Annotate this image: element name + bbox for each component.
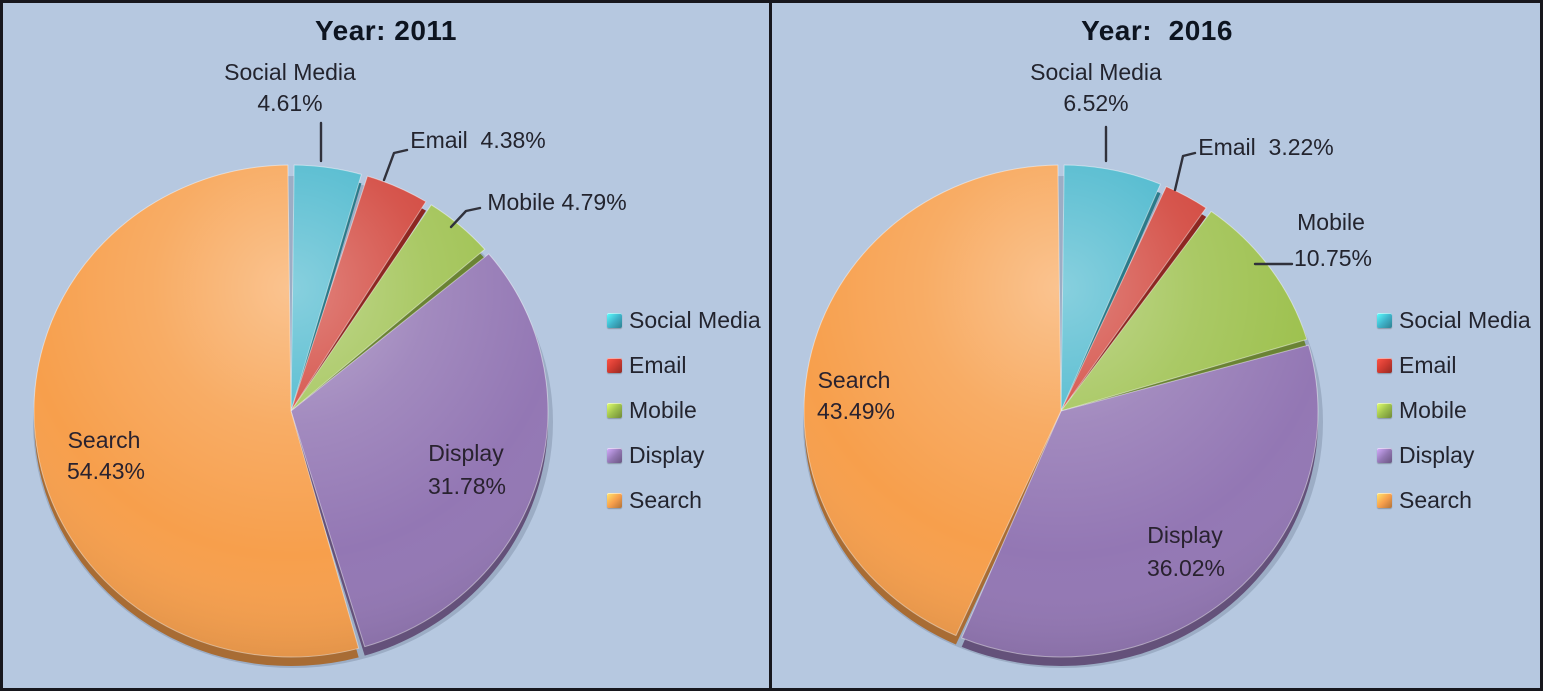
pie-year-2011 — [33, 164, 553, 668]
social-media-callout-2016: Social Media — [1030, 59, 1162, 85]
legend-2011: Social Media Email Mobile Display Search — [607, 298, 777, 523]
pie-charts-svg — [33, 121, 1323, 668]
pie-gloss — [291, 165, 362, 411]
legend-label: Mobile — [1399, 397, 1467, 423]
email-leader-line-2016 — [1173, 151, 1197, 192]
email-callout-2011: Email 4.38% — [410, 127, 546, 153]
legend-marker-icon — [1377, 358, 1392, 373]
social-media-callout-2011: Social Media — [224, 59, 356, 85]
social-media-value-2016: 6.52% — [1063, 90, 1129, 116]
mobile-leader-line-2011 — [449, 206, 482, 229]
legend-label: Display — [1399, 442, 1475, 468]
legend-label: Social Media — [629, 307, 761, 333]
legend-item-social-media: Social Media — [1377, 298, 1540, 343]
display-label-2011: Display — [428, 440, 504, 466]
pie-gloss — [961, 345, 1318, 657]
legend-marker-icon — [1377, 448, 1392, 463]
pie-year-2016 — [803, 164, 1323, 668]
display-value-2011: 31.78% — [427, 473, 507, 499]
search-label-2016: Search — [817, 367, 891, 393]
legend-label: Search — [629, 487, 702, 513]
legend-label: Social Media — [1399, 307, 1531, 333]
legend-item-mobile: Mobile — [1377, 388, 1540, 433]
email-callout-2016: Email 3.22% — [1198, 134, 1334, 160]
search-value-2011: 54.43% — [66, 458, 146, 484]
legend-label: Display — [629, 442, 705, 468]
legend-marker-icon — [1377, 403, 1392, 418]
legend-marker-icon — [607, 358, 622, 373]
legend-label: Search — [1399, 487, 1472, 513]
legend-marker-icon — [607, 313, 622, 328]
mobile-value-2016: 10.75% — [1293, 245, 1373, 271]
legend-label: Mobile — [629, 397, 697, 423]
mobile-callout-2016: Mobile — [1297, 209, 1365, 235]
display-value-2016: 36.02% — [1146, 555, 1226, 581]
pie-gloss — [804, 165, 1061, 636]
email-leader-line-2011 — [382, 148, 409, 182]
pie-gloss — [1061, 186, 1207, 411]
mobile-callout-2011: Mobile 4.79% — [487, 189, 627, 215]
legend-marker-icon — [1377, 493, 1392, 508]
search-value-2016: 43.49% — [816, 398, 896, 424]
search-label-2011: Search — [67, 427, 141, 453]
legend-label: Email — [629, 352, 687, 378]
pie-gloss — [1061, 211, 1307, 411]
pie-gloss — [291, 204, 485, 411]
legend-item-display: Display — [607, 433, 777, 478]
legend-2016: Social Media Email Mobile Display Search — [1377, 298, 1540, 523]
chart-title-2011: Year: 2011 — [314, 15, 458, 46]
legend-item-email: Email — [1377, 343, 1540, 388]
legend-item-search: Search — [607, 478, 777, 523]
pie-gloss — [291, 253, 548, 647]
display-label-2016: Display — [1147, 522, 1223, 548]
legend-item-display: Display — [1377, 433, 1540, 478]
legend-item-social-media: Social Media — [607, 298, 777, 343]
legend-marker-icon — [607, 403, 622, 418]
legend-item-search: Search — [1377, 478, 1540, 523]
legend-marker-icon — [607, 448, 622, 463]
legend-item-mobile: Mobile — [607, 388, 777, 433]
legend-marker-icon — [1377, 313, 1392, 328]
pie-gloss — [1061, 165, 1161, 411]
pie-gloss — [291, 176, 426, 411]
chart-title-2016: Year: 2016 — [1081, 15, 1233, 46]
social-media-value-2011: 4.61% — [257, 90, 323, 116]
legend-label: Email — [1399, 352, 1457, 378]
panel-divider — [769, 3, 772, 688]
legend-marker-icon — [607, 493, 622, 508]
legend-item-email: Email — [607, 343, 777, 388]
pies-group — [33, 164, 1323, 668]
pie-gloss — [34, 165, 359, 658]
